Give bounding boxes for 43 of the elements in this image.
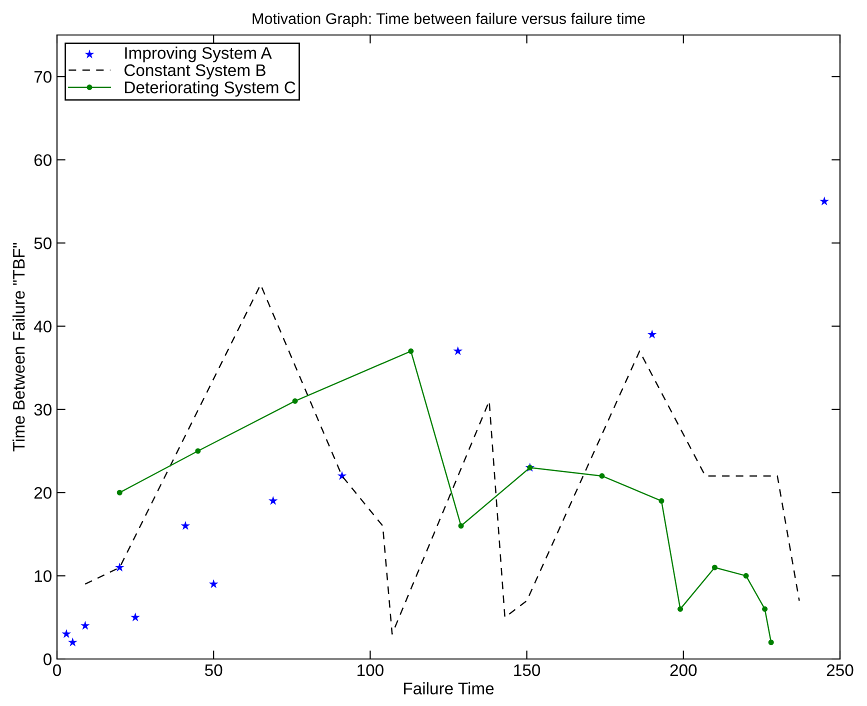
point [116, 490, 122, 496]
y-tick-label: 10 [34, 570, 52, 582]
y-tick-label: 70 [34, 71, 52, 83]
chart-title: Motivation Graph: Time between failure versus failure time [252, 12, 645, 28]
y-tick-label: 0 [44, 653, 52, 666]
point [453, 346, 463, 356]
point [268, 496, 278, 505]
point [114, 562, 124, 572]
point [68, 637, 78, 646]
x-tick-label: 200 [670, 664, 697, 676]
point [599, 473, 605, 479]
x-tick-label: 250 [826, 664, 854, 676]
x-tick-label: 150 [514, 664, 540, 676]
point [647, 330, 657, 338]
y-tick-label: 30 [34, 404, 52, 416]
point [712, 564, 718, 570]
point [768, 640, 774, 646]
x-axis-title: Failure Time [404, 682, 494, 694]
point [62, 629, 72, 638]
point [195, 448, 201, 454]
point [762, 606, 768, 612]
legend-label: Constant System B [124, 64, 266, 80]
x-tick-label: 50 [205, 664, 222, 676]
point [658, 498, 664, 504]
point [80, 620, 90, 630]
point [180, 520, 190, 530]
point [408, 348, 414, 354]
legend-label: Deteriorating System C [125, 81, 296, 97]
legend-label: Improving System A [125, 46, 272, 62]
y-tick-label: 50 [34, 237, 52, 250]
point [458, 523, 464, 529]
point [292, 398, 298, 404]
point [130, 612, 140, 622]
y-tick-label: 20 [34, 487, 52, 499]
point [677, 606, 684, 612]
y-axis-title: Time Between Failure "TBF" [12, 242, 25, 452]
y-tick-label: 60 [34, 154, 52, 166]
point [208, 579, 218, 588]
point [743, 573, 749, 579]
x-tick-label: 100 [358, 664, 384, 676]
point [820, 196, 830, 206]
y-tick-label: 40 [34, 320, 52, 332]
x-tick-label: 0 [53, 664, 61, 676]
